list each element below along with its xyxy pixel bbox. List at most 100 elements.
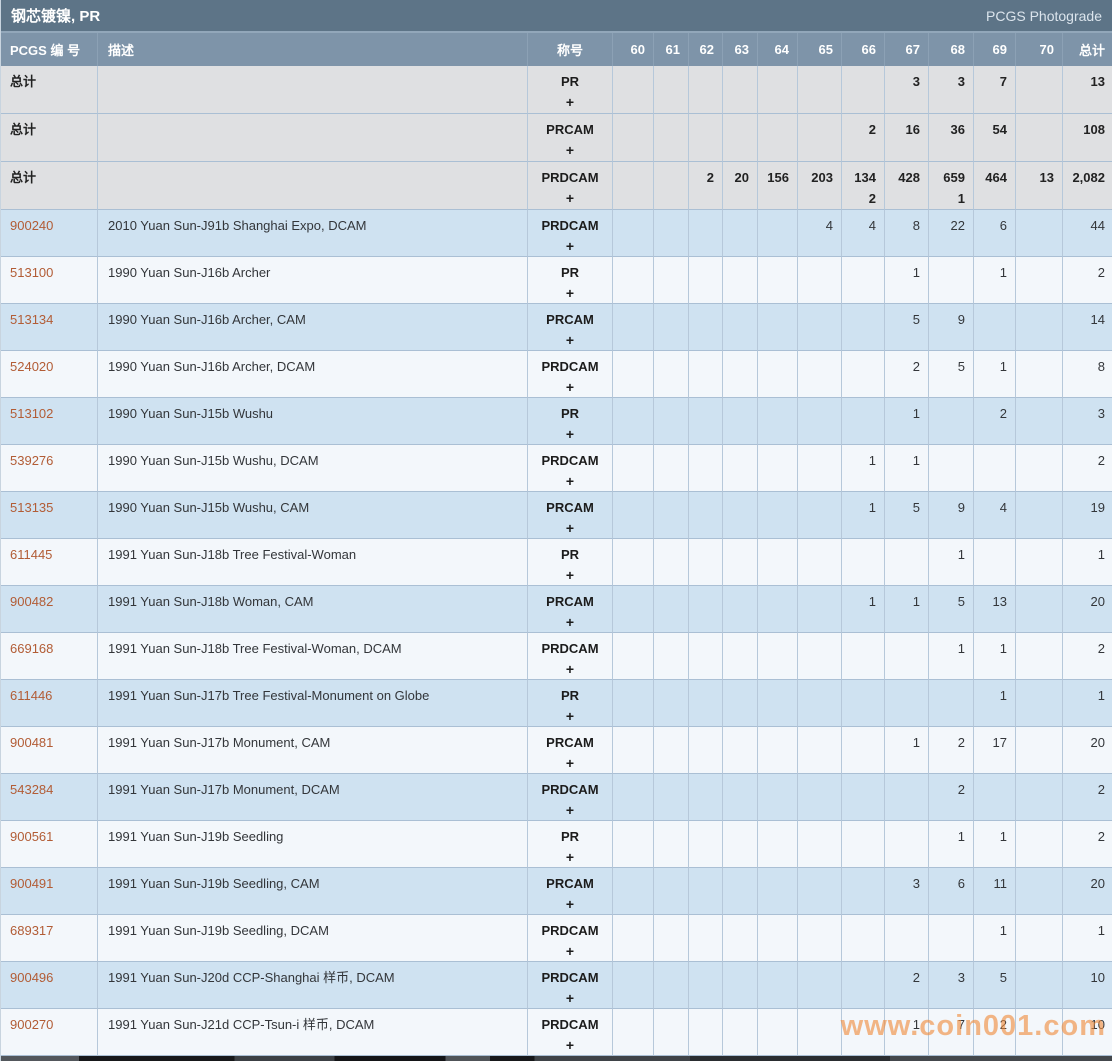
grade-count-cell: 2 [974,1009,1016,1056]
pcgs-number-link[interactable]: 900240 [10,218,54,233]
grade-count-cell [885,915,929,962]
pcgs-number-link[interactable]: 900481 [10,735,54,750]
grade-count-cell [758,492,798,539]
table-row: 900270 1991 Yuan Sun-J21d CCP-Tsun-i 样币, … [1,1009,1112,1056]
col-header-grade-65: 65 [798,33,842,66]
grade-count-cell [1016,915,1063,962]
grade-count-cell [798,586,842,633]
coin-description: 1990 Yuan Sun-J16b Archer, DCAM [98,351,528,398]
grade-count-cell [885,680,929,727]
pcgs-number-link[interactable]: 900482 [10,594,54,609]
grade-count-cell: 3 [929,66,974,114]
grade-count-cell: 2 [885,962,929,1009]
grade-count-cell [1016,962,1063,1009]
designation: PR + [528,398,613,445]
grade-count-cell [689,727,723,774]
pcgs-number-link[interactable]: 513102 [10,406,54,421]
grade-count-cell [798,633,842,680]
total-count-cell: 2,082 [1063,162,1112,210]
grade-count-cell [613,114,654,162]
col-header-description: 描述 [98,33,528,66]
designation-name: PR [560,265,580,280]
grade-count-cell [689,210,723,257]
pcgs-number-link[interactable]: 513100 [10,265,54,280]
pcgs-number-link[interactable]: 611446 [10,688,53,703]
grade-count-cell [974,539,1016,586]
grade-count-cell: 1 [974,633,1016,680]
grade-count-cell [758,915,798,962]
grade-count-cell [758,114,798,162]
grade-count-cell [842,351,885,398]
col-header-grade-61: 61 [654,33,689,66]
grade-count-cell [842,539,885,586]
pcgs-number-link[interactable]: 539276 [10,453,54,468]
grade-count-cell [689,114,723,162]
designation: PRDCAM + [528,210,613,257]
pcgs-number-link[interactable]: 900491 [10,876,54,891]
total-count-cell: 8 [1063,351,1112,398]
designation: PR + [528,66,613,114]
photograde-link[interactable]: PCGS Photograde [986,7,1102,24]
grade-count-cell [798,821,842,868]
pcgs-number-link[interactable]: 513135 [10,500,54,515]
grade-count-cell [689,257,723,304]
grade-count-cell [798,962,842,1009]
grade-count-cell [723,586,758,633]
pcgs-number-link[interactable]: 513134 [10,312,54,327]
grade-count-cell [689,633,723,680]
grade-count-cell: 16 [885,114,929,162]
grade-count-cell [798,680,842,727]
grade-count-cell [613,680,654,727]
grade-count-cell [613,774,654,821]
table-row: 900491 1991 Yuan Sun-J19b Seedling, CAM PR… [1,868,1112,915]
grade-count-cell: 22 [929,210,974,257]
grade-count-cell [798,114,842,162]
total-count-cell: 1 [1063,539,1112,586]
grade-count-cell: 8 [885,210,929,257]
grade-count-cell [613,398,654,445]
pcgs-number-link[interactable]: 689317 [10,923,54,938]
grade-count-cell [689,304,723,351]
grade-count-cell [654,162,689,210]
grade-count-cell [929,445,974,492]
coin-description: 1991 Yuan Sun-J17b Monument, DCAM [98,774,528,821]
grade-count-cell [723,1009,758,1056]
designation-name: PRCAM [546,735,594,750]
pcgs-number-link[interactable]: 669168 [10,641,54,656]
designation-name: PR [560,688,580,703]
grade-count-cell: 2 [842,114,885,162]
coin-description: 1990 Yuan Sun-J15b Wushu [98,398,528,445]
pcgs-number-link[interactable]: 900561 [10,829,54,844]
designation-name: PR [560,406,580,421]
pcgs-number-link[interactable]: 611445 [10,547,53,562]
grade-count-cell: 20 [723,162,758,210]
designation-name: PRDCAM [541,1017,599,1032]
grade-count-cell: 4 [842,210,885,257]
grade-count-cell [885,539,929,586]
pcgs-number-link[interactable]: 900496 [10,970,54,985]
grade-count-cell [1016,539,1063,586]
grade-count-cell [758,774,798,821]
designation: PRCAM + [528,492,613,539]
grade-count-cell [929,915,974,962]
total-row: 总计 PRCAM + 2 16 36 54 108 [1,114,1112,162]
table-row: 513102 1990 Yuan Sun-J15b Wushu PR + 1 2 3 [1,398,1112,445]
designation-name: PRDCAM [541,453,599,468]
grade-count-cell [1016,1009,1063,1056]
pcgs-number-link[interactable]: 900270 [10,1017,54,1032]
grade-count-cell: 2 [689,162,723,210]
pcgs-number-link[interactable]: 543284 [10,782,54,797]
grade-count-cell [654,445,689,492]
pcgs-number-link[interactable]: 524020 [10,359,54,374]
grade-count-cell: 1 [974,680,1016,727]
grade-count-cell [723,66,758,114]
total-count-cell: 10 [1063,962,1112,1009]
col-header-grade-63: 63 [723,33,758,66]
table-row: 611446 1991 Yuan Sun-J17b Tree Festival-M… [1,680,1112,727]
total-count-cell: 13 [1063,66,1112,114]
grade-count-cell [613,633,654,680]
grade-count-cell [758,962,798,1009]
designation-name: PRCAM [546,312,594,327]
grade-count-cell [758,1009,798,1056]
